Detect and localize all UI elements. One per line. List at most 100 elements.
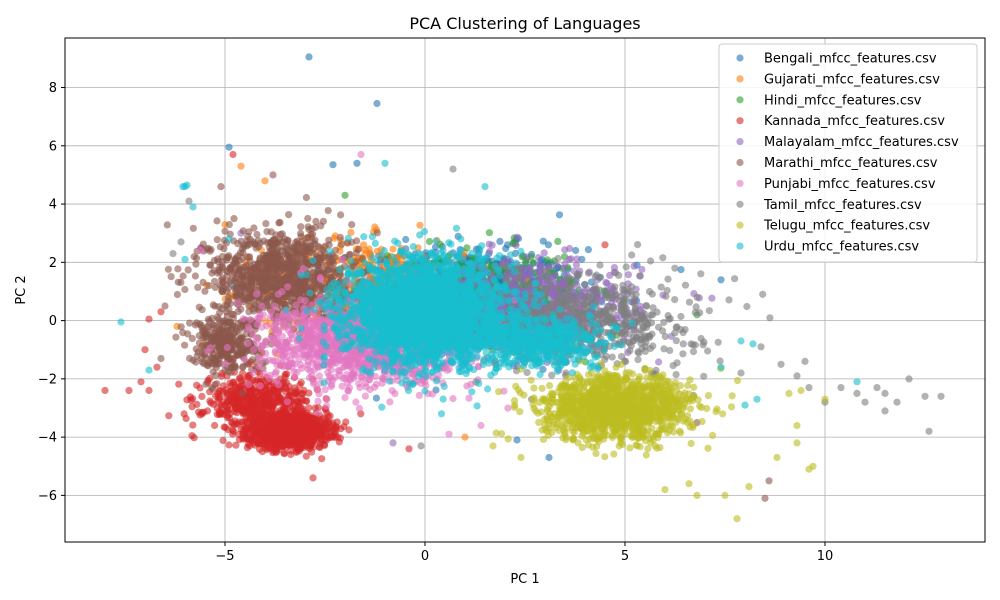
data-point (340, 423, 348, 431)
data-point (572, 261, 581, 269)
data-point (284, 422, 292, 430)
data-point (211, 421, 219, 430)
data-point (297, 229, 305, 238)
data-point (101, 386, 109, 395)
data-point (300, 414, 308, 422)
data-point (194, 283, 202, 291)
data-point (630, 262, 638, 270)
data-point (553, 262, 561, 270)
data-point (308, 448, 316, 456)
data-point (513, 233, 521, 241)
data-point (305, 53, 313, 61)
data-point (312, 217, 320, 225)
data-point (237, 162, 245, 170)
data-point (265, 444, 273, 453)
data-point (285, 392, 293, 400)
data-point (232, 441, 240, 449)
data-point (405, 445, 413, 453)
data-point (320, 414, 328, 423)
data-point (190, 434, 198, 442)
data-point (233, 409, 241, 417)
data-point (242, 424, 250, 432)
data-point (254, 434, 262, 442)
data-point (145, 315, 153, 323)
data-point (561, 246, 569, 254)
data-point (655, 358, 663, 366)
data-point (280, 449, 288, 457)
data-point (322, 428, 330, 436)
data-point (271, 445, 279, 453)
data-point (137, 378, 145, 386)
data-point (225, 221, 233, 229)
data-point (302, 193, 310, 202)
data-point (125, 386, 133, 395)
data-point (389, 439, 397, 447)
data-point (416, 221, 424, 229)
data-point (348, 221, 356, 229)
data-point (302, 452, 310, 460)
data-point (280, 441, 288, 449)
data-point (163, 221, 171, 229)
data-point (262, 220, 270, 228)
data-point (256, 391, 264, 399)
data-point (486, 247, 494, 256)
data-point (209, 400, 218, 408)
data-point (309, 474, 317, 482)
data-point (534, 254, 543, 262)
data-point (226, 410, 234, 418)
data-point (225, 143, 233, 151)
data-point (260, 409, 268, 418)
data-point (572, 246, 580, 255)
data-point (215, 395, 223, 403)
data-point (523, 253, 532, 261)
data-point (220, 423, 228, 431)
data-point (219, 436, 227, 445)
data-point (281, 408, 290, 416)
data-point (318, 455, 326, 463)
data-point (324, 207, 332, 215)
data-point (513, 436, 521, 444)
data-point (213, 217, 221, 225)
data-point (540, 249, 548, 257)
data-point (229, 150, 237, 159)
data-point (280, 432, 288, 441)
data-point (357, 410, 365, 418)
data-point (225, 441, 233, 449)
data-point (217, 372, 225, 380)
data-point (554, 237, 562, 245)
data-point (243, 444, 251, 452)
data-point (601, 241, 609, 249)
data-point (314, 404, 322, 412)
data-point (196, 384, 204, 392)
data-point (345, 426, 353, 434)
data-point (512, 241, 520, 249)
data-point (389, 245, 397, 253)
data-point (336, 233, 344, 241)
data-point (228, 386, 236, 394)
data-point (332, 426, 340, 434)
data-point (145, 386, 153, 395)
data-point (316, 443, 324, 451)
data-point (269, 402, 277, 410)
data-point (281, 370, 289, 379)
data-point (237, 377, 245, 385)
data-point (153, 363, 161, 371)
data-point (290, 428, 298, 436)
data-point (327, 433, 335, 441)
data-point (188, 403, 196, 411)
data-point (195, 303, 203, 311)
data-point (275, 411, 283, 420)
data-point (236, 398, 244, 406)
data-point (220, 245, 228, 253)
data-point (717, 276, 725, 284)
data-point (258, 448, 266, 456)
data-point (326, 412, 334, 420)
data-point (184, 266, 192, 274)
data-point (488, 241, 496, 249)
data-point (544, 241, 553, 249)
data-point (496, 237, 504, 245)
data-point (246, 398, 254, 406)
data-point (189, 224, 197, 232)
data-point (353, 159, 361, 167)
data-point (463, 244, 471, 252)
